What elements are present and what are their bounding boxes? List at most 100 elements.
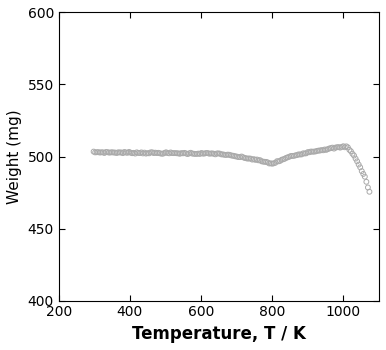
Point	[317, 148, 323, 153]
Point	[351, 153, 357, 158]
Point	[158, 151, 164, 156]
Point	[203, 150, 209, 156]
Point	[188, 150, 194, 156]
Point	[323, 147, 329, 153]
Point	[325, 146, 331, 152]
Point	[194, 151, 200, 157]
Point	[138, 149, 144, 155]
Point	[259, 159, 265, 164]
Point	[365, 185, 371, 190]
Point	[101, 150, 107, 156]
Point	[335, 144, 342, 150]
Point	[301, 150, 308, 156]
Point	[106, 150, 112, 155]
Point	[291, 153, 297, 159]
Point	[231, 153, 237, 159]
Point	[205, 150, 211, 156]
Point	[320, 147, 326, 153]
Point	[154, 150, 160, 156]
Point	[189, 151, 195, 156]
Point	[120, 150, 126, 156]
Point	[232, 154, 239, 159]
Point	[359, 168, 365, 174]
Point	[276, 159, 282, 164]
Point	[256, 158, 262, 163]
Point	[273, 160, 279, 166]
Point	[346, 147, 352, 153]
Point	[249, 157, 256, 162]
Point	[305, 149, 311, 155]
Point	[135, 150, 141, 156]
Point	[214, 150, 220, 156]
Point	[132, 151, 138, 156]
Point	[144, 150, 151, 156]
Point	[130, 150, 137, 156]
Point	[220, 152, 226, 157]
Point	[195, 151, 201, 156]
Point	[163, 149, 169, 155]
Point	[331, 146, 337, 152]
Point	[169, 150, 175, 156]
Point	[349, 151, 356, 156]
Point	[260, 159, 266, 164]
Point	[171, 150, 177, 156]
Point	[332, 145, 339, 150]
Point	[107, 150, 113, 155]
Point	[123, 150, 129, 155]
Point	[155, 150, 161, 156]
Point	[295, 152, 301, 157]
Point	[315, 148, 322, 153]
Point	[225, 152, 231, 158]
Point	[248, 156, 254, 161]
Point	[306, 149, 312, 155]
Point	[366, 189, 372, 195]
Point	[360, 171, 366, 177]
Point	[160, 151, 166, 156]
Point	[262, 159, 268, 164]
Point	[286, 154, 293, 160]
Point	[309, 149, 315, 154]
Point	[126, 149, 132, 155]
Point	[312, 149, 318, 154]
Point	[285, 154, 291, 160]
Point	[147, 149, 154, 155]
Point	[266, 161, 273, 166]
Point	[348, 148, 354, 154]
Point	[124, 150, 130, 155]
Point	[352, 156, 359, 161]
Point	[265, 160, 271, 165]
Point	[329, 145, 335, 150]
Point	[208, 151, 214, 156]
Point	[342, 145, 348, 150]
Point	[140, 150, 146, 156]
Point	[197, 151, 203, 157]
Point	[357, 164, 363, 170]
Point	[292, 153, 298, 158]
Point	[268, 161, 274, 166]
Point	[118, 150, 124, 155]
Point	[191, 151, 197, 156]
Point	[237, 154, 243, 160]
Point	[245, 156, 251, 161]
Point	[198, 150, 205, 156]
Point	[271, 160, 277, 166]
Point	[185, 151, 191, 157]
Point	[94, 149, 100, 155]
Point	[300, 150, 306, 156]
Point	[288, 153, 294, 159]
Point	[103, 149, 109, 155]
Point	[151, 150, 157, 156]
Point	[239, 154, 245, 159]
Point	[121, 149, 127, 155]
Point	[290, 153, 296, 159]
Point	[157, 150, 163, 156]
Point	[127, 150, 134, 155]
Point	[223, 152, 229, 158]
Point	[110, 150, 117, 155]
Point	[201, 151, 208, 156]
Point	[297, 152, 303, 157]
Point	[257, 158, 263, 163]
Point	[178, 150, 185, 156]
Point	[226, 152, 232, 158]
Point	[146, 150, 152, 156]
